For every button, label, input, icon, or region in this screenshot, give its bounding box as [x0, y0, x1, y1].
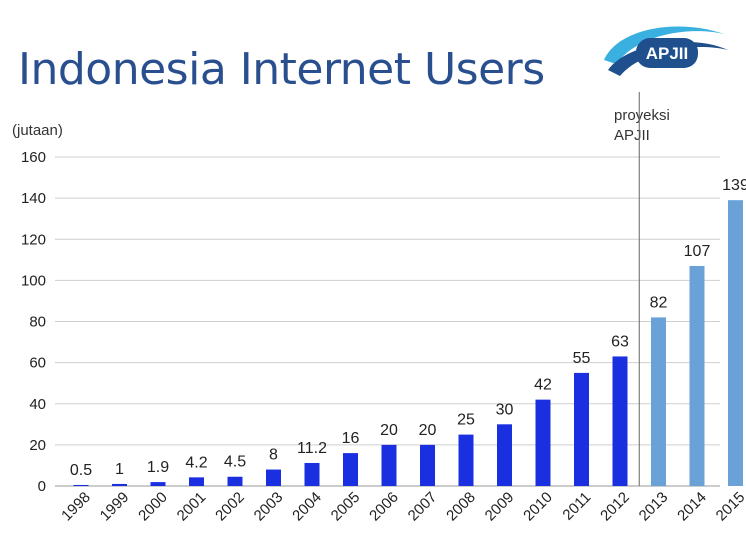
data-label-2011: 55	[573, 350, 591, 367]
x-tick-label-2000: 2000	[135, 489, 171, 525]
bars	[73, 200, 743, 486]
data-label-2007: 20	[419, 422, 437, 439]
data-label-2005: 16	[342, 430, 360, 447]
bar-2002	[227, 476, 243, 486]
x-tick-label-2012: 2012	[597, 489, 633, 525]
bar-1999	[112, 483, 127, 486]
data-label-2010: 42	[534, 377, 552, 394]
x-tick-label-1998: 1998	[58, 489, 94, 525]
x-tick-label-2002: 2002	[212, 489, 248, 525]
data-label-1998: 0.5	[70, 462, 92, 479]
x-tick-label-2010: 2010	[520, 489, 556, 525]
data-label-2000: 1.9	[147, 459, 169, 476]
bar-2003	[266, 469, 281, 486]
projection-note-line-2: APJII	[614, 127, 650, 144]
bar-2015	[728, 200, 743, 486]
x-tick-label-2013: 2013	[636, 489, 672, 525]
y-axis-unit-label: (jutaan)	[12, 122, 63, 139]
y-tick-label: 120	[21, 231, 46, 248]
logo-badge	[636, 38, 698, 68]
data-label-2013: 82	[650, 294, 668, 311]
apjii-logo: APJII	[604, 26, 728, 76]
x-tick-label-1999: 1999	[97, 489, 133, 525]
data-label-2004: 11.2	[297, 440, 327, 457]
bar-2004	[304, 462, 320, 486]
x-tick-label-2007: 2007	[405, 489, 441, 525]
bar-2007	[420, 444, 435, 486]
projection-note-line-1: proyeksi	[614, 107, 670, 124]
data-label-2002: 4.5	[224, 454, 246, 471]
chart-title: Indonesia Internet Users	[18, 44, 545, 95]
y-tick-label: 140	[21, 190, 46, 207]
y-axis-ticks: 0 20 40 60 80 100 120 140 160	[21, 149, 46, 495]
data-label-2014: 107	[684, 243, 711, 260]
data-label-2015: 139	[722, 177, 746, 194]
x-axis-ticks: 1998 1999 2000 2001 2002 2003 2004 2005 2006 2007…	[58, 489, 746, 525]
bar-2005	[343, 453, 358, 486]
bar-2001	[189, 477, 204, 486]
bar-2000	[150, 482, 166, 486]
x-tick-label-2014: 2014	[674, 489, 710, 525]
bar-2013	[651, 317, 666, 486]
y-tick-label: 60	[29, 355, 46, 372]
bar-2011	[574, 372, 589, 486]
data-label-2008: 25	[457, 412, 475, 429]
x-tick-label-2005: 2005	[328, 489, 364, 525]
x-tick-label-2008: 2008	[443, 489, 479, 525]
bar-2014	[689, 265, 705, 486]
bar-2009	[497, 424, 512, 486]
bar-2012	[612, 356, 628, 486]
logo-text: APJII	[646, 44, 689, 63]
x-tick-label-2003: 2003	[251, 489, 287, 525]
data-label-2001: 4.2	[185, 454, 207, 471]
projection-note: proyeksi APJII	[614, 106, 670, 146]
x-tick-label-2011: 2011	[559, 489, 594, 524]
y-tick-label: 40	[29, 396, 46, 413]
data-label-2009: 30	[496, 401, 514, 418]
data-label-2012: 63	[611, 333, 629, 350]
data-label-2006: 20	[380, 422, 398, 439]
bar-2008	[458, 434, 474, 486]
y-tick-label: 20	[29, 437, 46, 454]
data-label-2003: 8	[269, 447, 278, 464]
bar-2006	[381, 444, 397, 486]
y-tick-label: 100	[21, 272, 46, 289]
y-tick-label: 0	[38, 478, 46, 495]
x-tick-label-2006: 2006	[366, 489, 402, 525]
bar-2010	[535, 399, 551, 486]
data-labels: 0.5 1 1.9 4.2 4.5 8 11.2 16 20 20 25 30 42 55 63 82 107 1…	[70, 177, 746, 479]
logo-swoosh-light	[604, 26, 724, 64]
y-tick-label: 160	[21, 149, 46, 166]
bar-1998	[73, 484, 89, 486]
y-tick-label: 80	[29, 314, 46, 331]
data-label-1999: 1	[115, 461, 124, 478]
x-tick-label-2009: 2009	[482, 489, 518, 525]
x-tick-label-2015: 2015	[713, 489, 746, 525]
x-tick-label-2001: 2001	[174, 489, 210, 525]
x-tick-label-2004: 2004	[289, 489, 325, 525]
